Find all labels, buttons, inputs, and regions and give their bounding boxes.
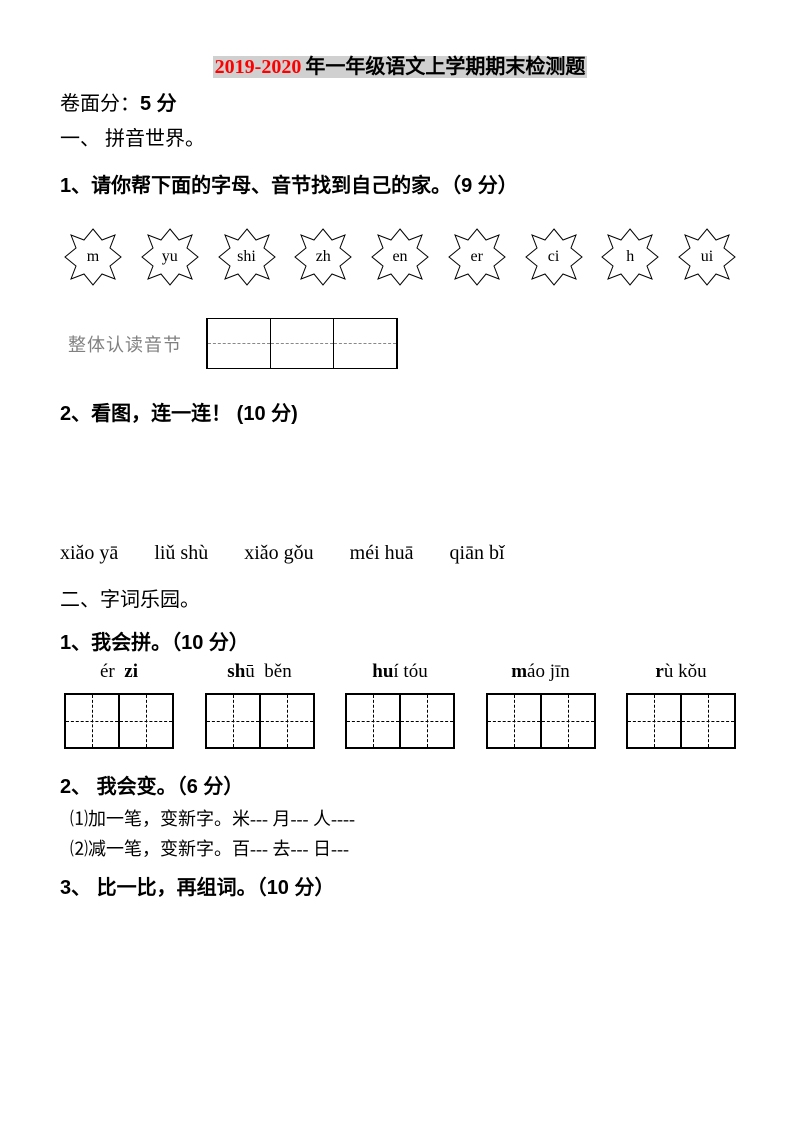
pinyin-word: qiān bǐ [450,542,505,565]
q4-text: 2、 我会变。（ [60,776,187,798]
answer-grid [206,318,398,369]
question-3: 1、我会拼。（10 分） [60,626,740,655]
page-title: 2019-2020年一年级语文上学期期末检测题 [60,50,740,79]
image-placeholder-area [60,432,740,522]
score-value: 5 分 [140,93,177,115]
pinyin-label: huí tóu [345,661,455,683]
star-shape: h [599,226,661,288]
character-box-item: ér zi [64,661,174,754]
tianzige-box [486,693,596,749]
tianzige-box [205,693,315,749]
syllable-category-row: 整体认读音节 [68,318,740,369]
q2-text: 2、看图，连一连！ [60,403,231,425]
q3-items-row: ér zi shū běn huí tóu máo jīn rù kǒu [60,661,740,754]
section-1-heading: 一、 拼音世界。 [60,122,740,151]
pinyin-word: xiǎo yā [60,542,118,565]
q4-sub1: ⑴加一笔，变新字。米--- 月--- 人---- [60,805,740,831]
star-shapes-row: myushizhenercihui [60,226,740,288]
q1-text: 1、请你帮下面的字母、音节找到自己的家。（ [60,175,461,197]
title-year: 2019-2020 [213,56,304,78]
q2-pinyin-row: xiǎo yā liǔ shù xiǎo gǒu méi huā qiān bǐ [60,542,740,565]
question-2: 2、看图，连一连！ (10 分) [60,397,740,426]
pinyin-label: ér zi [64,661,174,683]
question-1: 1、请你帮下面的字母、音节找到自己的家。（9 分） [60,169,740,198]
score-label: 卷面分： [60,93,140,115]
title-rest: 年一年级语文上学期期末检测题 [303,56,587,78]
pinyin-label: rù kǒu [626,661,736,683]
q5-text: 3、 比一比，再组词。（ [60,877,267,899]
star-shape: er [446,226,508,288]
pinyin-label: máo jīn [486,661,596,683]
score-line: 卷面分：5 分 [60,87,740,116]
pinyin-word: xiǎo gǒu [244,542,313,565]
q4-sub2: ⑵减一笔，变新字。百--- 去--- 日--- [60,835,740,861]
star-shape: ui [676,226,738,288]
syllable-category-label: 整体认读音节 [68,331,182,357]
tianzige-box [626,693,736,749]
star-shape: shi [216,226,278,288]
section-2-heading: 二、字词乐园。 [60,583,740,612]
pinyin-label: shū běn [205,661,315,683]
q1-points: 9 分） [461,175,518,197]
star-shape: yu [139,226,201,288]
star-shape: zh [292,226,354,288]
pinyin-word: méi huā [350,542,414,565]
pinyin-word: liǔ shù [154,542,208,565]
question-4: 2、 我会变。（6 分） [60,770,740,799]
star-shape: en [369,226,431,288]
question-5: 3、 比一比，再组词。（10 分） [60,871,740,900]
character-box-item: rù kǒu [626,661,736,754]
character-box-item: máo jīn [486,661,596,754]
q2-points: (10 分) [231,403,298,425]
character-box-item: shū běn [205,661,315,754]
q5-points: 10 分） [267,877,335,899]
q4-points: 6 分） [187,776,244,798]
q3-text: 1、我会拼。（ [60,632,181,654]
star-shape: m [62,226,124,288]
q3-points: 10 分） [181,632,249,654]
star-shape: ci [523,226,585,288]
tianzige-box [345,693,455,749]
tianzige-box [64,693,174,749]
character-box-item: huí tóu [345,661,455,754]
